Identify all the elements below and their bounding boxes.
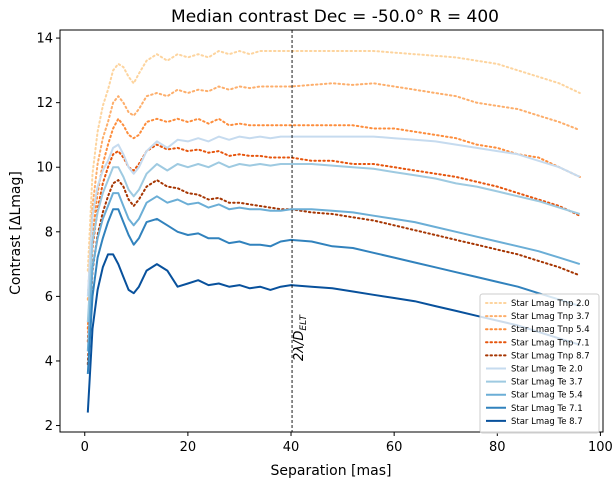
legend-label: Star Lmag Te 8.7 — [511, 417, 583, 427]
legend: Star Lmag Tnp 2.0 Star Lmag Tnp 3.7 Star L… — [479, 293, 600, 434]
series-line-5 — [86, 179, 581, 366]
plot-area — [59, 29, 604, 433]
y-tick-label: 14 — [36, 32, 53, 47]
y-tick-label: 8 — [45, 225, 53, 240]
x-tick-label: 60 — [386, 440, 403, 455]
series-line-2 — [86, 82, 581, 301]
x-axis-label: Separation [mas] — [270, 463, 391, 479]
y-axis-ticks: 2 4 6 8 10 12 14 — [36, 32, 60, 434]
series-line-3 — [86, 117, 581, 330]
series-line-8 — [86, 192, 581, 352]
series-line-6 — [86, 135, 581, 297]
legend-label: Star Lmag Te 7.1 — [511, 404, 583, 414]
x-axis-ticks: 0 20 40 60 80 100 — [81, 432, 613, 455]
legend-label: Star Lmag Tnp 3.7 — [511, 312, 590, 322]
legend-label: Star Lmag Tnp 2.0 — [511, 299, 590, 309]
y-tick-label: 2 — [45, 419, 53, 434]
series-line-10 — [86, 253, 581, 413]
x-tick-label: 80 — [489, 440, 506, 455]
series-line-7 — [86, 161, 581, 323]
y-tick-label: 10 — [36, 161, 53, 176]
x-tick-label: 20 — [180, 440, 197, 455]
y-tick-label: 4 — [45, 354, 53, 369]
annotation-main-text: 2λ/D — [292, 331, 307, 361]
legend-label: Star Lmag Tnp 5.4 — [511, 325, 590, 335]
series-line-4 — [86, 143, 581, 343]
plot-frame — [59, 29, 604, 433]
annotation-subscript: ELT — [299, 314, 309, 331]
x-tick-label: 0 — [81, 440, 89, 455]
legend-box — [479, 293, 600, 434]
y-axis-label: Contrast [ΔLmag] — [8, 171, 24, 295]
series-line-1 — [86, 50, 581, 272]
y-tick-label: 6 — [45, 290, 53, 305]
series-layer — [86, 50, 581, 413]
chart-title: Median contrast Dec = -50.0° R = 400 — [171, 7, 499, 27]
y-tick-label: 12 — [36, 96, 53, 111]
legend-label: Star Lmag Tnp 8.7 — [511, 351, 590, 361]
x-tick-label: 100 — [588, 440, 613, 455]
diffraction-limit-annotation: 2λ/DELT — [292, 314, 309, 361]
x-tick-label: 40 — [283, 440, 300, 455]
legend-label: Star Lmag Te 5.4 — [511, 391, 583, 401]
series-line-9 — [86, 208, 581, 374]
legend-label: Star Lmag Te 3.7 — [511, 378, 583, 388]
legend-label: Star Lmag Tnp 7.1 — [511, 338, 590, 348]
legend-label: Star Lmag Te 2.0 — [511, 365, 583, 375]
